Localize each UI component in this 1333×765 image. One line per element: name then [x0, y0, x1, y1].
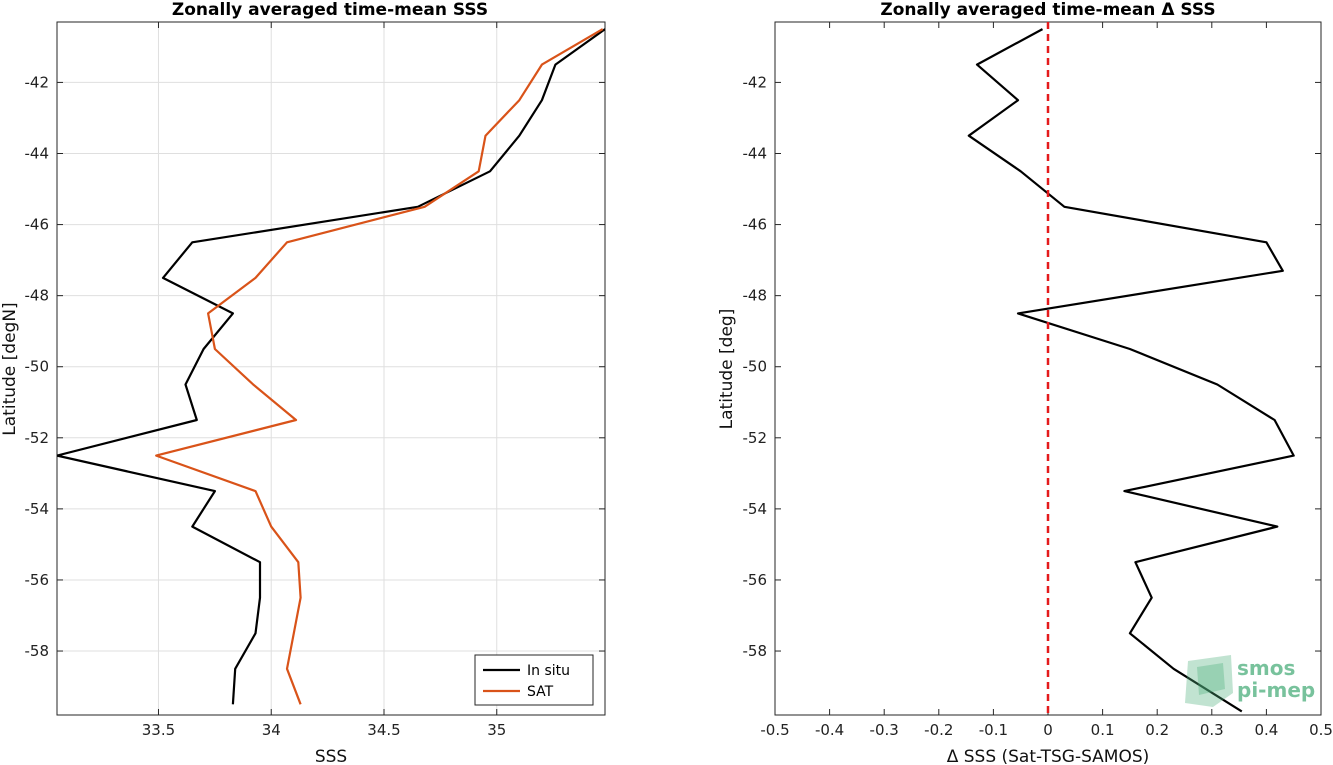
- right-chart-x-label: Δ SSS (Sat-TSG-SAMOS): [947, 747, 1150, 765]
- x-tick-label: -0.2: [924, 721, 953, 739]
- y-tick-label: -54: [25, 500, 50, 518]
- x-tick-label: 0.5: [1309, 721, 1333, 739]
- series-line-sat: [155, 28, 604, 705]
- y-tick-label: -56: [25, 571, 50, 589]
- y-tick-label: -54: [743, 500, 768, 518]
- watermark-line1: smos: [1237, 656, 1295, 680]
- y-tick-label: -50: [25, 358, 50, 376]
- y-tick-label: -56: [743, 571, 768, 589]
- y-tick-label: -46: [743, 216, 768, 234]
- right-chart-title: Zonally averaged time-mean Δ SSS: [880, 0, 1215, 20]
- y-tick-label: -48: [25, 287, 50, 305]
- plot-frame: [56, 21, 606, 716]
- left-chart-title: Zonally averaged time-mean SSS: [172, 0, 488, 20]
- legend-label: SAT: [527, 684, 554, 700]
- y-tick-label: -42: [25, 73, 50, 91]
- watermark-logo: smos pi-mep: [1185, 655, 1315, 707]
- x-tick-label: 0.1: [1091, 721, 1115, 739]
- y-tick-label: -50: [743, 358, 768, 376]
- left-chart: Zonally averaged time-mean SSS SSS Latit…: [0, 0, 606, 765]
- smos-logo-icon: [1185, 655, 1233, 707]
- y-tick-label: -46: [25, 216, 50, 234]
- legend-label: In situ: [527, 663, 570, 679]
- y-tick-label: -58: [743, 642, 768, 660]
- x-tick-label: 0.2: [1145, 721, 1169, 739]
- x-tick-label: 34.5: [367, 721, 400, 739]
- series-line-delta-sss: [967, 28, 1295, 713]
- left-chart-y-label: Latitude [degN]: [0, 302, 20, 435]
- y-tick-label: -42: [743, 73, 768, 91]
- y-tick-label: -48: [743, 287, 768, 305]
- right-chart-y-label: Latitude [deg]: [717, 309, 737, 430]
- legend-box: [474, 654, 594, 706]
- x-tick-label: 33.5: [142, 721, 175, 739]
- y-tick-label: -58: [25, 642, 50, 660]
- left-chart-x-label: SSS: [315, 747, 347, 765]
- x-tick-label: 0.4: [1254, 721, 1278, 739]
- y-tick-label: -52: [743, 429, 768, 447]
- y-tick-label: -44: [25, 144, 50, 162]
- x-tick-label: -0.1: [979, 721, 1008, 739]
- x-tick-label: 0: [1043, 721, 1053, 739]
- right-chart: Zonally averaged time-mean Δ SSS Δ SSS (…: [717, 0, 1333, 765]
- series-line-in-situ: [57, 28, 605, 705]
- x-tick-label: -0.3: [870, 721, 899, 739]
- x-tick-label: -0.5: [760, 721, 789, 739]
- y-tick-label: -44: [743, 144, 768, 162]
- watermark-line2: pi-mep: [1237, 678, 1315, 702]
- x-tick-label: -0.4: [815, 721, 844, 739]
- x-tick-label: 0.3: [1200, 721, 1224, 739]
- x-tick-label: 34: [262, 721, 281, 739]
- x-tick-label: 35: [487, 721, 506, 739]
- legend: In situ SAT: [474, 654, 594, 706]
- y-tick-label: -52: [25, 429, 50, 447]
- smos-logo-icon-inner: [1197, 663, 1225, 695]
